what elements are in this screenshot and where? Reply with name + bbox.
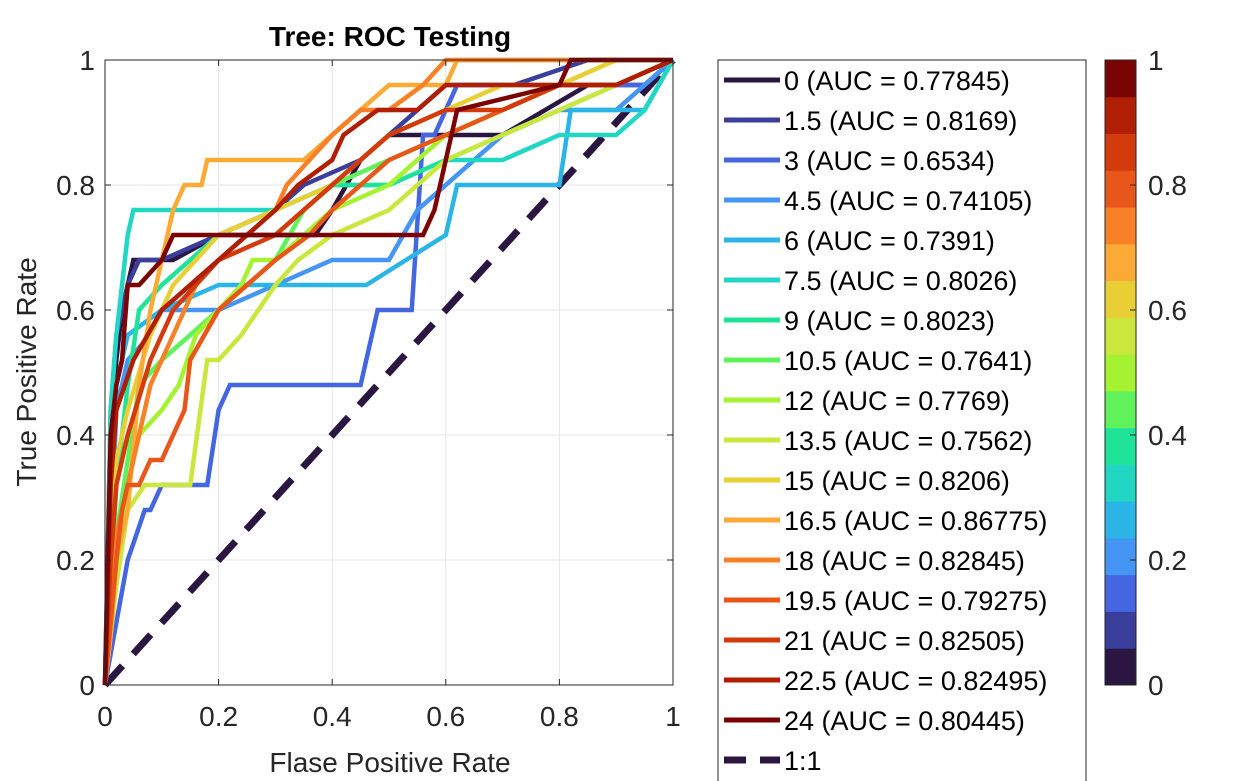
series-layer (102, 57, 675, 686)
colorbar-segment (1105, 243, 1136, 282)
x-tick-label: 0.6 (426, 701, 465, 732)
legend-label: 22.5 (AUC = 0.82495) (784, 666, 1047, 696)
y-tick-label: 0.4 (56, 420, 95, 451)
legend: 0 (AUC = 0.77845) 1.5 (AUC = 0.8169) 3 (AU… (717, 59, 1087, 781)
colorbar-segment (1105, 574, 1136, 612)
colorbar-segment (1105, 96, 1136, 135)
y-axis-label: True Positive Rate (11, 257, 42, 486)
colorbar-segment (1105, 611, 1136, 649)
colorbar-segment (1105, 280, 1136, 318)
colorbar-frame (1104, 59, 1137, 686)
colorbar-segment (1105, 170, 1136, 208)
colorbar-tick-label: 0 (1148, 670, 1164, 701)
colorbar-tick-label: 0.8 (1148, 170, 1187, 201)
colorbar-segment (1105, 207, 1136, 245)
legend-label: 1:1 (784, 746, 822, 776)
legend-label: 19.5 (AUC = 0.79275) (784, 586, 1047, 616)
legend-label: 7.5 (AUC = 0.8026) (784, 266, 1017, 296)
axes: 0 0.2 0.4 0.6 0.8 1 0 0.2 0.4 0.6 0.8 1 (56, 45, 681, 732)
colorbar-segment (1105, 133, 1136, 171)
y-tick-label: 0.2 (56, 545, 95, 576)
colorbar-segment (1105, 60, 1136, 98)
y-tick-label: 0.6 (56, 295, 95, 326)
legend-label: 12 (AUC = 0.7769) (784, 386, 1010, 416)
x-tick-label: 0 (97, 701, 113, 732)
series-line-14 (102, 57, 674, 686)
axes-box (104, 59, 674, 686)
series-line-15 (102, 57, 674, 686)
colorbar-tick-label: 0.2 (1148, 545, 1187, 576)
legend-label: 0 (AUC = 0.77845) (784, 66, 1010, 96)
x-tick-label: 1 (665, 701, 681, 732)
colorbar: 0 0.2 0.4 0.6 0.8 1 (1104, 45, 1187, 701)
legend-label: 21 (AUC = 0.82505) (784, 626, 1025, 656)
y-tick-label: 1 (79, 45, 95, 76)
legend-label: 16.5 (AUC = 0.86775) (784, 506, 1047, 536)
colorbar-segment (1105, 537, 1136, 576)
legend-label: 10.5 (AUC = 0.7641) (784, 346, 1032, 376)
colorbar-segment (1105, 501, 1136, 539)
y-tick-label: 0.8 (56, 170, 95, 201)
legend-label: 24 (AUC = 0.80445) (784, 706, 1025, 736)
x-tick-label: 0.4 (313, 701, 352, 732)
legend-label: 1.5 (AUC = 0.8169) (784, 106, 1017, 136)
colorbar-tick-label: 1 (1148, 45, 1164, 76)
legend-label: 13.5 (AUC = 0.7562) (784, 426, 1032, 456)
colorbar-segment (1105, 648, 1136, 686)
x-tick-label: 0.8 (540, 701, 579, 732)
colorbar-segment (1105, 427, 1136, 465)
colorbar-segment (1105, 354, 1136, 392)
legend-label: 6 (AUC = 0.7391) (784, 226, 995, 256)
x-tick-label: 0.2 (199, 701, 238, 732)
legend-label: 9 (AUC = 0.8023) (784, 306, 995, 336)
series-line-13 (102, 57, 674, 686)
y-tick-label: 0 (79, 670, 95, 701)
chart-title: Tree: ROC Testing (269, 21, 511, 52)
legend-label: 4.5 (AUC = 0.74105) (784, 186, 1032, 216)
legend-label: 15 (AUC = 0.8206) (784, 466, 1010, 496)
reference-line-layer (102, 57, 676, 688)
series-line-9 (102, 57, 674, 686)
colorbar-segment (1105, 464, 1136, 502)
x-axis-label: Flase Positive Rate (269, 747, 510, 778)
legend-label: 18 (AUC = 0.82845) (784, 546, 1025, 576)
series-line-16 (102, 57, 673, 686)
legend-box (717, 59, 1087, 781)
colorbar-segment (1105, 390, 1136, 429)
legend-label: 3 (AUC = 0.6534) (784, 146, 995, 176)
reference-line (102, 57, 676, 688)
colorbar-tick-label: 0.4 (1148, 420, 1187, 451)
colorbar-segment (1105, 317, 1136, 355)
colorbar-tick-label: 0.6 (1148, 295, 1187, 326)
